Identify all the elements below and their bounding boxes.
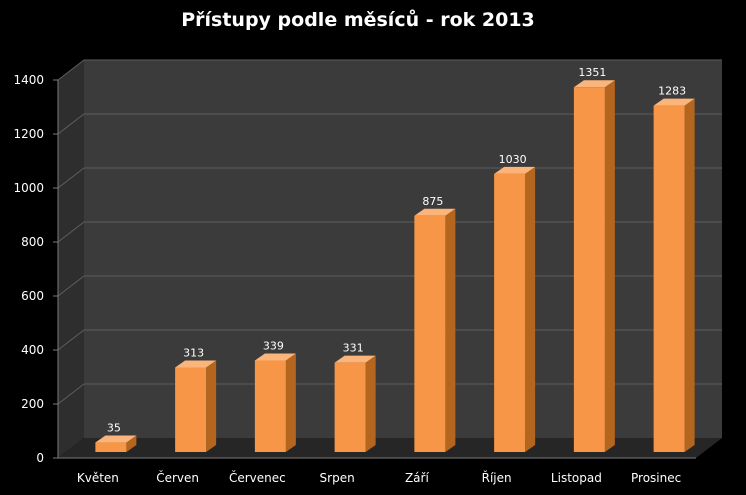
- bar: [334, 355, 376, 452]
- data-label: 875: [422, 195, 443, 208]
- bar-top: [653, 98, 695, 106]
- x-tick-label: Září: [405, 471, 430, 485]
- bar-side: [525, 166, 536, 452]
- x-tick-label: Říjen: [482, 470, 512, 485]
- bar-front: [175, 367, 207, 452]
- x-tick-label: Listopad: [551, 471, 602, 485]
- bar: [175, 360, 217, 452]
- bar-side: [684, 98, 695, 452]
- y-tick-label: 600: [21, 289, 44, 303]
- data-label: 35: [107, 422, 121, 435]
- bar-side: [445, 208, 456, 452]
- y-axis: 0 200 400 600 800 1000 1200 1400: [13, 73, 696, 465]
- bar-front: [254, 360, 286, 452]
- x-tick-label: Srpen: [320, 471, 355, 485]
- bar-top: [334, 355, 376, 363]
- bar-front: [334, 362, 366, 452]
- y-tick-label: 200: [21, 397, 44, 411]
- bar-front: [494, 173, 526, 452]
- bar-front: [414, 215, 446, 452]
- y-tick-label: 1000: [13, 181, 44, 195]
- bar-top: [414, 208, 456, 216]
- floor: [58, 438, 722, 458]
- bar-top: [573, 80, 615, 88]
- bar-front: [653, 105, 685, 452]
- bar-side: [206, 360, 217, 452]
- bar: [95, 435, 137, 452]
- bar-top: [254, 353, 296, 361]
- plot-area: [58, 60, 722, 458]
- data-label: 339: [263, 339, 284, 352]
- data-label: 331: [343, 342, 364, 355]
- bar: [414, 208, 456, 452]
- data-label: 1283: [658, 85, 686, 98]
- bar: [254, 353, 296, 452]
- data-label: 313: [183, 346, 204, 359]
- bar-side: [604, 80, 615, 452]
- bar-side: [365, 355, 376, 452]
- gridline: [57, 113, 722, 135]
- bar-front: [95, 442, 127, 452]
- bar: [653, 98, 695, 452]
- data-labels: 35 313 339 331 875 1030 1351 1283: [107, 66, 686, 434]
- bars: [95, 80, 695, 452]
- bar-top: [95, 435, 137, 443]
- data-label: 1030: [499, 153, 527, 166]
- y-tick-label: 400: [21, 343, 44, 357]
- y-tick-label: 1400: [13, 73, 44, 87]
- chart-title: Přístupy podle měsíců - rok 2013: [181, 8, 535, 31]
- y-tick-label: 800: [21, 235, 44, 249]
- bar-top: [175, 360, 217, 368]
- y-tick-label: 0: [36, 451, 44, 465]
- bar: [573, 80, 615, 452]
- bar: [494, 166, 536, 452]
- side-wall: [58, 60, 84, 458]
- x-tick-label: Květen: [77, 471, 119, 485]
- x-tick-label: Prosinec: [631, 471, 681, 485]
- data-label: 1351: [578, 66, 606, 79]
- bar-side: [285, 353, 296, 452]
- bar-side: [126, 435, 137, 452]
- x-tick-label: Červen: [156, 470, 199, 485]
- bar-front: [573, 87, 605, 452]
- gridline: [57, 59, 722, 81]
- bar-top: [494, 166, 536, 174]
- x-axis: Květen Červen Červenec Srpen Září Říjen Listop…: [77, 470, 681, 485]
- x-tick-label: Červenec: [229, 470, 286, 485]
- y-tick-label: 1200: [13, 127, 44, 141]
- gridlines: [57, 59, 722, 405]
